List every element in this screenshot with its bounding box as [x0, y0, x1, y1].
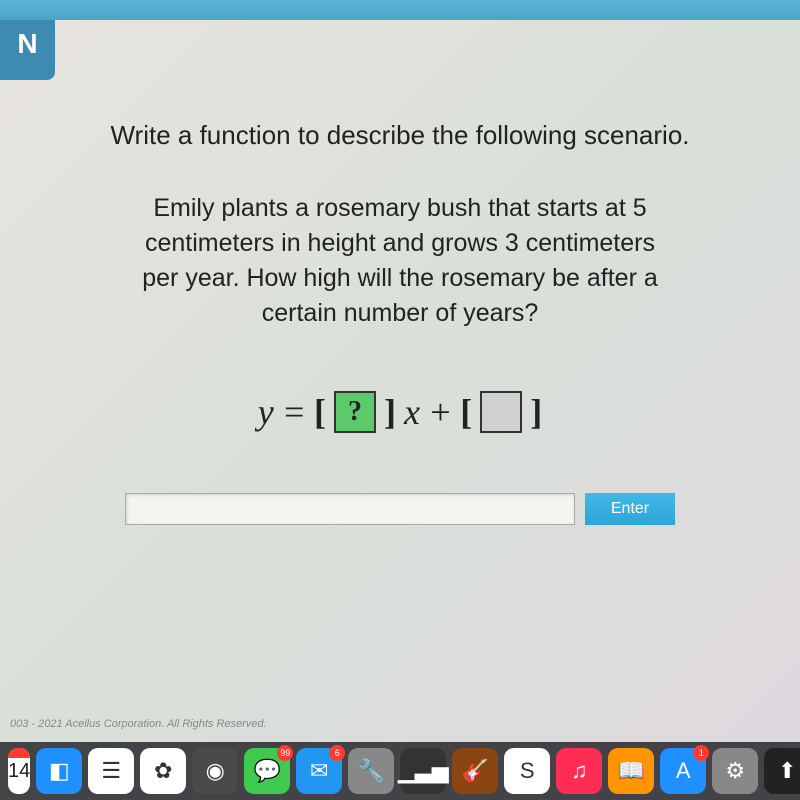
copyright-text: 003 - 2021 Acellus Corporation. All Righ…	[10, 718, 267, 730]
badge: 1	[693, 745, 709, 761]
tab-label: N	[17, 28, 37, 60]
camera-icon[interactable]: ◉	[192, 748, 238, 794]
blank-intercept[interactable]	[480, 391, 522, 433]
calendar-icon[interactable]: 14	[8, 748, 30, 794]
tools-icon[interactable]: 🔧	[348, 748, 394, 794]
news-icon[interactable]: S	[504, 748, 550, 794]
appstore-icon[interactable]: A1	[660, 748, 706, 794]
blank-slope[interactable]: ?	[334, 391, 376, 433]
badge: 99	[277, 745, 293, 761]
y-variable: y	[258, 391, 274, 433]
calendar-date: 14	[8, 760, 30, 783]
problem-line-3: per year. How high will the rosemary be …	[60, 261, 740, 296]
finder-icon[interactable]: ◧	[36, 748, 82, 794]
activity-icon[interactable]: ⬆	[764, 748, 800, 794]
enter-button[interactable]: Enter	[585, 493, 675, 525]
problem-text: Emily plants a rosemary bush that starts…	[60, 191, 740, 331]
answer-row: Enter	[60, 493, 740, 525]
books-icon[interactable]: 📖	[608, 748, 654, 794]
music-icon[interactable]: ♫	[556, 748, 602, 794]
instruction-text: Write a function to describe the followi…	[60, 120, 740, 151]
content-area: Write a function to describe the followi…	[0, 100, 800, 545]
reminders-icon[interactable]: ☰	[88, 748, 134, 794]
music-alt-icon[interactable]: 🎸	[452, 748, 498, 794]
photos-icon[interactable]: ✿	[140, 748, 186, 794]
x-variable: x	[404, 391, 420, 433]
window-top-bar	[0, 0, 800, 20]
settings-icon[interactable]: ⚙	[712, 748, 758, 794]
side-tab[interactable]: N	[0, 20, 55, 80]
answer-input[interactable]	[125, 493, 575, 525]
problem-line-4: certain number of years?	[60, 296, 740, 331]
problem-line-2: centimeters in height and grows 3 centim…	[60, 226, 740, 261]
plus-sign: +	[428, 391, 452, 433]
badge: 6	[329, 745, 345, 761]
equals-sign: =	[282, 391, 306, 433]
problem-line-1: Emily plants a rosemary bush that starts…	[60, 191, 740, 226]
equation: y = [ ? ] x + [ ]	[60, 391, 740, 433]
stats-icon[interactable]: ▁▃▅	[400, 748, 446, 794]
calendar-bar	[8, 748, 30, 758]
messages-icon[interactable]: 💬99	[244, 748, 290, 794]
macos-dock: 14 ◧☰✿◉💬99✉6🔧▁▃▅🎸S♫📖A1⚙⬆▤≡	[0, 742, 800, 800]
mail-icon[interactable]: ✉6	[296, 748, 342, 794]
